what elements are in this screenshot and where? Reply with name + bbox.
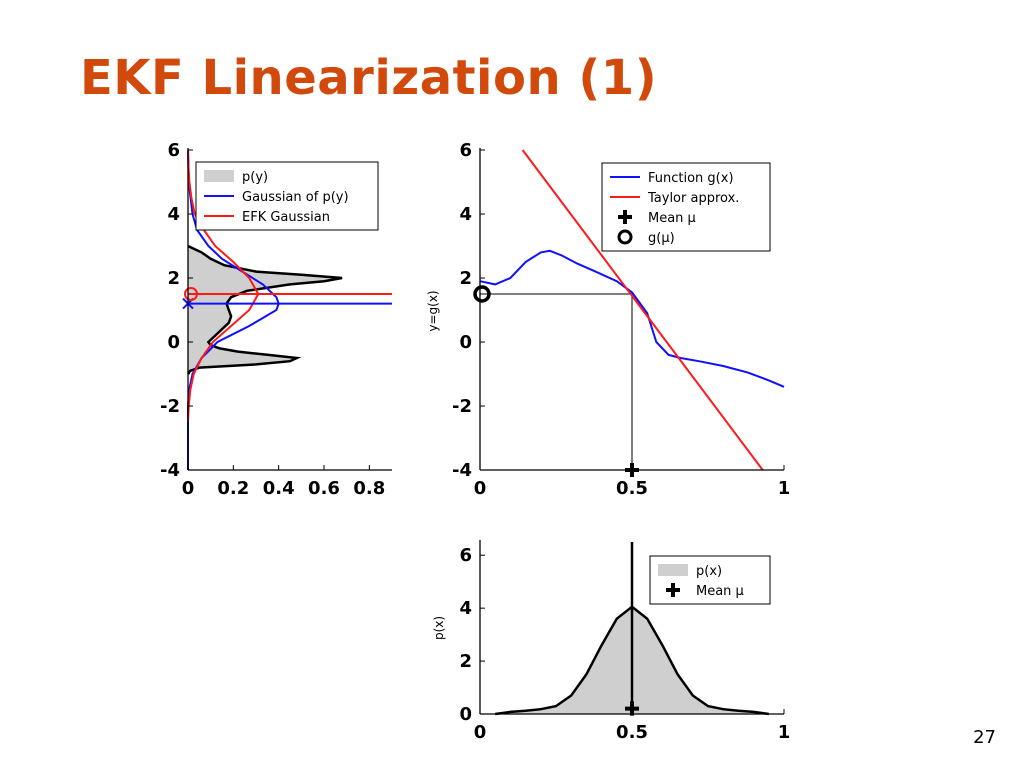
g-mu-circle-marker [473, 285, 491, 303]
gx-legend-label: Taylor approx. [647, 191, 739, 206]
gx-x-tick-label: 0.5 [616, 478, 648, 499]
px-y-tick-label: 2 [459, 651, 472, 672]
py-y-tick-label: 2 [167, 268, 180, 289]
py-legend-label: p(y) [242, 170, 268, 185]
gx-y-tick-label: -2 [452, 396, 472, 417]
gx-legend-label: Mean μ [648, 211, 696, 226]
gx-y-axis-label: y=g(x) [426, 290, 440, 331]
px-y-tick-label: 0 [459, 704, 472, 725]
px-y-tick-label: 6 [459, 545, 472, 566]
gx-y-tick-label: 4 [459, 204, 472, 225]
mean-mu-marker [625, 463, 639, 477]
py-y-tick-label: 4 [167, 204, 180, 225]
px-x-tick-label: 0.5 [616, 722, 648, 743]
px-legend-swatch [658, 564, 688, 576]
px-legend-label: Mean μ [696, 584, 744, 599]
gx-legend-mean-marker [618, 210, 632, 224]
py-x-tick-label: 0.6 [308, 478, 340, 499]
py-y-tick-label: -2 [160, 396, 180, 417]
gx-y-tick-label: 2 [459, 268, 472, 289]
ekf-mean-circle-marker [184, 287, 198, 301]
page-number: 27 [973, 727, 996, 748]
gx-x-tick-label: 1 [778, 478, 791, 499]
py-y-tick-label: 6 [167, 140, 180, 161]
ekf-gaussian-curve [187, 149, 260, 423]
py-x-tick-label: 0 [182, 478, 195, 499]
chart-g-x: -4 -2 0 2 4 6 0 0.5 1 y=g(x) Function g(x) Taylor a… [426, 140, 790, 499]
chart-p-x: 0 2 4 6 0 0.5 1 p(x) p(x) Mean μ [432, 540, 790, 743]
py-legend-label: Gaussian of p(y) [242, 190, 349, 205]
px-legend-mean-marker [666, 583, 680, 597]
px-legend-label: p(x) [696, 564, 722, 579]
gx-legend-label: g(μ) [648, 231, 675, 246]
px-y-axis-label: p(x) [432, 616, 446, 640]
py-legend-label: EFK Gaussian [242, 210, 330, 225]
gx-y-tick-label: 0 [459, 332, 472, 353]
gx-legend-gmu-marker [617, 229, 633, 245]
px-x-tick-label: 0 [474, 722, 487, 743]
gx-y-tick-label: 6 [459, 140, 472, 161]
py-x-tick-label: 0.4 [263, 478, 295, 499]
py-x-tick-label: 0.2 [217, 478, 249, 499]
py-curve [186, 244, 343, 375]
py-x-tick-label: 0.8 [353, 478, 385, 499]
px-x-tick-label: 1 [778, 722, 791, 743]
py-y-tick-label: -4 [160, 460, 180, 481]
gx-x-tick-label: 0 [474, 478, 487, 499]
slide-title: EKF Linearization (1) [80, 50, 658, 106]
taylor-approx-line [521, 149, 764, 471]
px-y-tick-label: 4 [459, 598, 472, 619]
px-mean-marker [625, 701, 639, 716]
py-y-tick-label: 0 [167, 332, 180, 353]
chart-py-y: -4 -2 0 2 4 6 0 0.2 0.4 0.6 0.8 p(y) Gaussian of p(y… [160, 140, 392, 499]
py-area [188, 246, 343, 374]
py-legend-swatch [204, 170, 234, 182]
gx-y-tick-label: -4 [452, 460, 472, 481]
gx-legend-label: Function g(x) [648, 171, 734, 186]
